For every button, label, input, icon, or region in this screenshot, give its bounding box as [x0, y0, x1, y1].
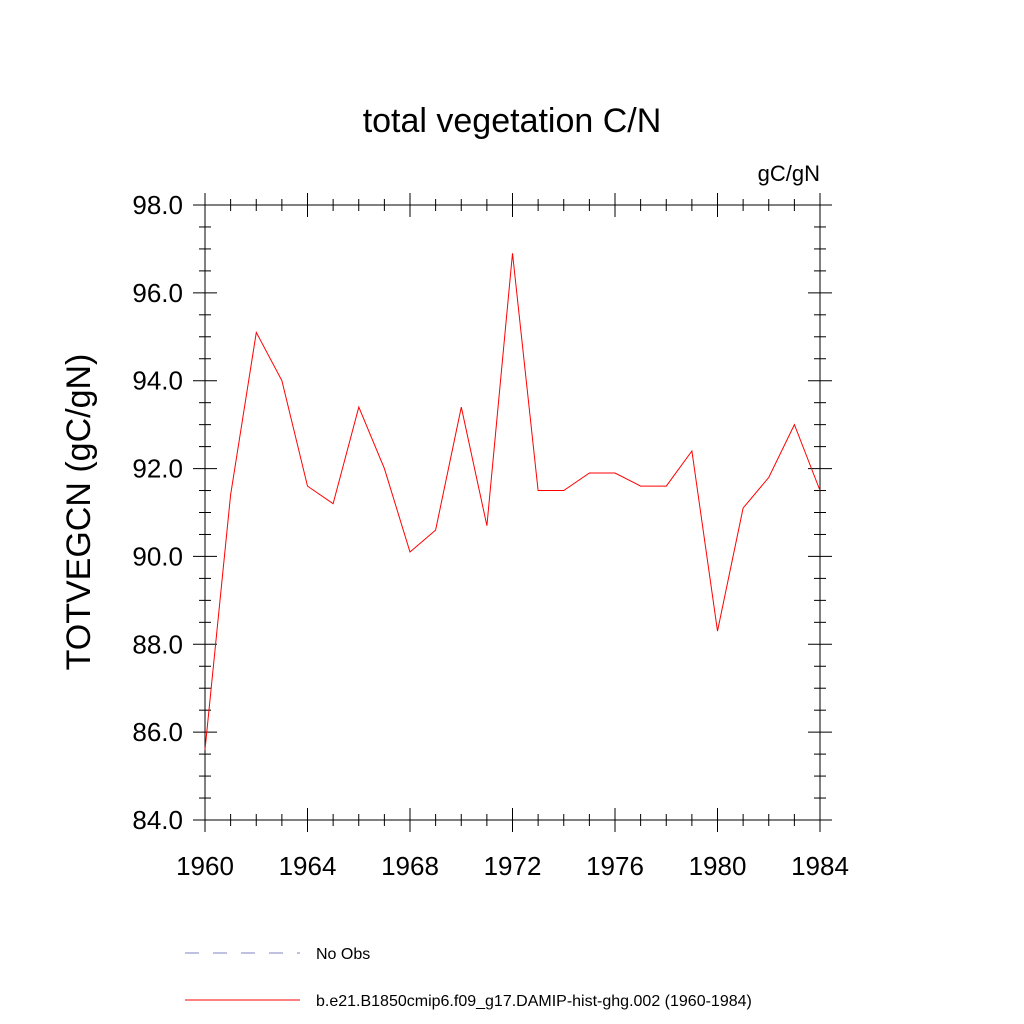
legend-label: No Obs — [316, 946, 370, 963]
x-tick-label: 1972 — [484, 851, 542, 881]
y-tick-label: 94.0 — [132, 366, 183, 396]
plot-frame — [204, 204, 821, 821]
y-tick-label: 88.0 — [132, 629, 183, 659]
series-line — [204, 253, 821, 750]
x-tick-label: 1980 — [689, 851, 747, 881]
x-tick-label: 1984 — [791, 851, 849, 881]
x-tick-label: 1960 — [176, 851, 234, 881]
legend: No Obs b.e21.B1850cmip6.f09_g17.DAMIP-his… — [185, 946, 752, 1010]
plot-area: 84.0 86.0 88.0 90.0 92.0 94.0 96.0 98.0 1960 1964… — [132, 190, 849, 881]
legend-label: b.e21.B1850cmip6.f09_g17.DAMIP-hist-ghg.… — [316, 993, 752, 1010]
units-label: gC/gN — [758, 161, 820, 186]
y-tick-label: 84.0 — [132, 805, 183, 835]
y-tick-label: 86.0 — [132, 717, 183, 747]
y-tick-label: 96.0 — [132, 278, 183, 308]
x-tick-label: 1968 — [381, 851, 439, 881]
y-tick-label: 90.0 — [132, 541, 183, 571]
x-tick-label: 1964 — [279, 851, 337, 881]
chart-title: total vegetation C/N — [363, 102, 662, 140]
y-tick-label: 92.0 — [132, 454, 183, 484]
y-axis-label: TOTVEGCN (gC/gN) — [60, 354, 98, 671]
x-tick-label: 1976 — [586, 851, 644, 881]
y-tick-label: 98.0 — [132, 190, 183, 220]
